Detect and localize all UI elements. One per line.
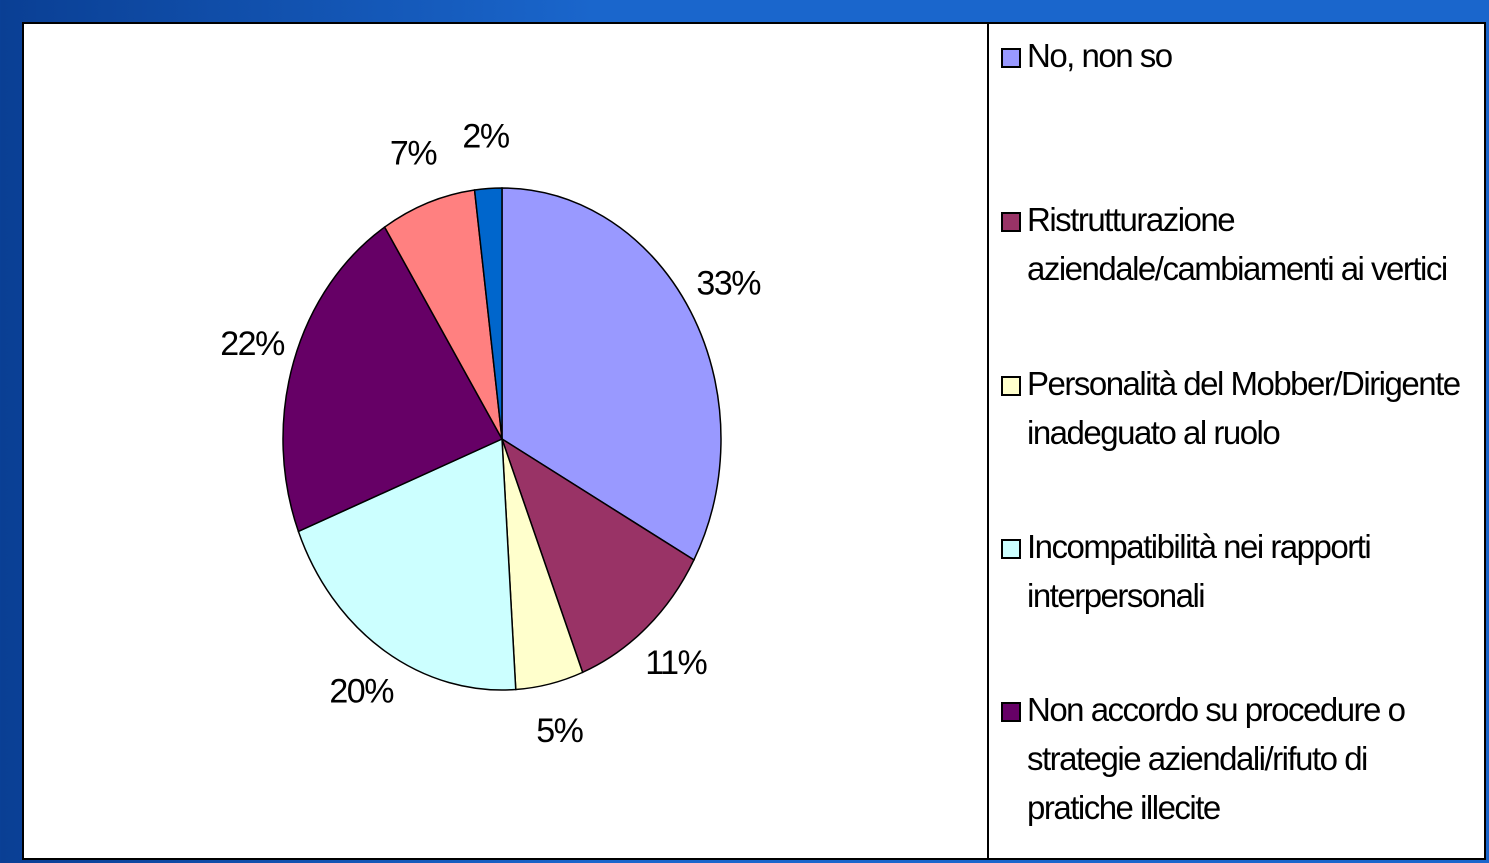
legend-entry: Non accordo su procedure o strategie azi… (1001, 685, 1479, 832)
legend-entry: Personalità del Mobber/Dirigente inadegu… (1001, 359, 1479, 457)
legend-swatch (1001, 376, 1021, 396)
legend-entry: Ristrutturazione aziendale/cambiamenti a… (1001, 195, 1479, 293)
legend-label: Personalità del Mobber/Dirigente inadegu… (1027, 365, 1461, 451)
data-label: 22% (220, 325, 285, 363)
pie-slice (473, 187, 503, 440)
pie-slice (500, 437, 695, 674)
legend-label: Non accordo su procedure o strategie azi… (1027, 691, 1406, 826)
data-label: 33% (696, 265, 761, 303)
legend-swatch (1001, 48, 1021, 68)
chart: 33% 11% 5% 20% 22% 7% 2% (220, 117, 762, 750)
pie-slice (282, 225, 504, 533)
legend-label: Ristrutturazione aziendale/cambiamenti a… (1027, 201, 1448, 287)
legend-swatch (1001, 702, 1021, 722)
legend-entry: No, non so (1001, 31, 1479, 80)
legend-entry: Incompatibilità nei rapporti interperson… (1001, 522, 1479, 620)
legend: No, non so Ristrutturazione aziendale/cam… (987, 24, 1484, 858)
data-label: 5% (536, 712, 583, 750)
chart-panel: 33% 11% 5% 20% 22% 7% 2% No, non so Ristruttura… (22, 22, 1486, 860)
legend-swatch (1001, 539, 1021, 559)
legend-label: No, non so (1027, 37, 1173, 74)
data-label: 2% (462, 117, 509, 155)
legend-label: Incompatibilità nei rapporti interperson… (1027, 528, 1372, 614)
data-label: 20% (329, 672, 394, 710)
data-label: 7% (390, 135, 437, 173)
data-label: 11% (645, 644, 707, 682)
pie-slice (501, 187, 722, 562)
pie-slice (297, 437, 517, 691)
pie-slice (383, 189, 503, 440)
legend-swatch (1001, 212, 1021, 232)
